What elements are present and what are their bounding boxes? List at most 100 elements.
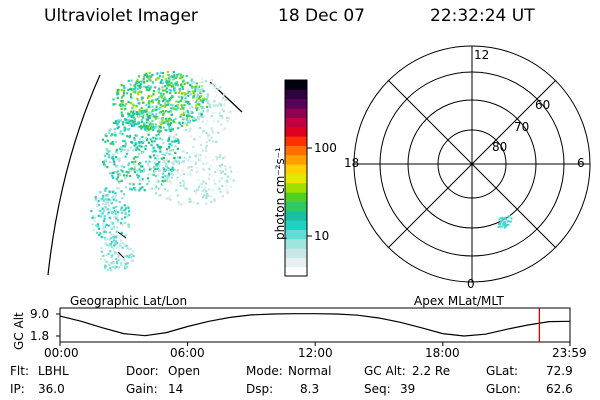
- aurora-pixel: [183, 92, 186, 95]
- aurora-pixel: [147, 128, 151, 131]
- aurora-pixel: [128, 113, 131, 116]
- aurora-pixel: [177, 160, 180, 163]
- aurora-pixel: [127, 79, 130, 82]
- aurora-pixel: [156, 167, 159, 170]
- aurora-pixel: [127, 167, 131, 170]
- aurora-pixel: [174, 82, 177, 85]
- aurora-pixel: [153, 172, 156, 175]
- aurora-pixel: [113, 244, 116, 247]
- dsp-label: Dsp:: [246, 382, 274, 396]
- aurora-pixel: [140, 145, 143, 148]
- aurora-pixel: [217, 120, 220, 123]
- aurora-pixel: [171, 95, 174, 98]
- aurora-pixel: [131, 106, 134, 109]
- aurora-pixel: [143, 81, 146, 84]
- aurora-pixel: [185, 187, 188, 190]
- aurora-pixel: [120, 150, 123, 153]
- aurora-pixel: [219, 154, 222, 157]
- aurora-pixel: [185, 100, 188, 103]
- polar-spot-pixel: [509, 220, 512, 223]
- aurora-pixel: [174, 145, 177, 148]
- aurora-pixel: [106, 243, 109, 247]
- aurora-pixel: [186, 109, 189, 112]
- aurora-pixel: [114, 265, 117, 268]
- aurora-pixel: [145, 160, 148, 163]
- seq-value: 39: [400, 382, 416, 396]
- aurora-pixel: [129, 187, 132, 191]
- aurora-pixel: [123, 267, 127, 270]
- aurora-pixel: [198, 89, 201, 93]
- aurora-pixel: [226, 175, 229, 178]
- aurora-pixel: [171, 161, 174, 164]
- aurora-pixel: [147, 177, 150, 180]
- aurora-pixel: [215, 155, 218, 158]
- aurora-pixel: [150, 95, 153, 98]
- aurora-pixel: [221, 195, 224, 198]
- aurora-pixel: [158, 121, 161, 124]
- aurora-pixel: [134, 110, 137, 113]
- aurora-pixel: [146, 115, 149, 118]
- aurora-pixel: [174, 159, 177, 162]
- aurora-pixel: [194, 154, 197, 157]
- aurora-pixel: [198, 106, 201, 109]
- aurora-pixel: [138, 168, 141, 171]
- polar-spot-pixel: [504, 216, 507, 219]
- aurora-pixel: [110, 220, 113, 223]
- aurora-pixel: [185, 122, 188, 125]
- aurora-pixel: [146, 75, 149, 78]
- aurora-pixel: [104, 134, 107, 137]
- aurora-pixel: [138, 148, 141, 151]
- aurora-pixel: [159, 81, 162, 84]
- aurora-pixel: [115, 262, 119, 265]
- aurora-pixel: [110, 134, 113, 137]
- aurora-pixel: [141, 141, 144, 145]
- aurora-pixel: [185, 92, 188, 95]
- aurora-pixel: [118, 159, 121, 162]
- aurora-pixel: [208, 173, 211, 176]
- aurora-pixel: [191, 90, 194, 93]
- aurora-pixel: [152, 129, 155, 132]
- aurora-pixel: [165, 87, 168, 90]
- aurora-pixel: [133, 163, 136, 166]
- aurora-pixel: [115, 209, 118, 212]
- aurora-pixel: [157, 158, 160, 161]
- aurora-pixel: [188, 92, 191, 95]
- aurora-pixel: [148, 155, 152, 158]
- aurora-pixel: [164, 162, 168, 166]
- aurora-pixel: [141, 109, 144, 112]
- aurora-pixel: [179, 184, 182, 187]
- aurora-pixel: [140, 118, 143, 121]
- aurora-pixel: [222, 128, 225, 131]
- polar-spot-pixel: [501, 225, 503, 228]
- aurora-pixel: [190, 78, 193, 81]
- aurora-pixel: [201, 77, 204, 80]
- aurora-pixel: [115, 242, 118, 245]
- aurora-pixel: [199, 183, 202, 186]
- aurora-pixel: [168, 180, 171, 183]
- aurora-pixel: [96, 223, 99, 226]
- aurora-pixel: [183, 182, 186, 185]
- aurora-pixel: [209, 164, 213, 167]
- aurora-pixel: [127, 225, 131, 229]
- aurora-pixel: [109, 199, 112, 202]
- aurora-pixel: [180, 83, 183, 86]
- y-tick-label-1.8: 1.8: [30, 329, 50, 343]
- aurora-pixel: [130, 115, 133, 118]
- aurora-pixel: [158, 74, 162, 78]
- aurora-pixel: [102, 160, 105, 163]
- aurora-pixel: [164, 89, 167, 92]
- aurora-pixel: [225, 185, 228, 188]
- polar-spot-pixel: [501, 219, 504, 222]
- aurora-pixel: [143, 127, 146, 130]
- aurora-pixel: [170, 172, 173, 175]
- aurora-pixel: [192, 119, 195, 122]
- aurora-pixel: [223, 93, 226, 96]
- aurora-pixel: [165, 151, 168, 154]
- colorbar-cell: [285, 229, 307, 240]
- aurora-pixel: [161, 152, 164, 155]
- polar-spot-pixel: [503, 217, 506, 220]
- aurora-pixel: [116, 179, 119, 182]
- aurora-pixel: [165, 175, 168, 178]
- aurora-pixel: [175, 108, 178, 111]
- aurora-pixel: [114, 212, 117, 215]
